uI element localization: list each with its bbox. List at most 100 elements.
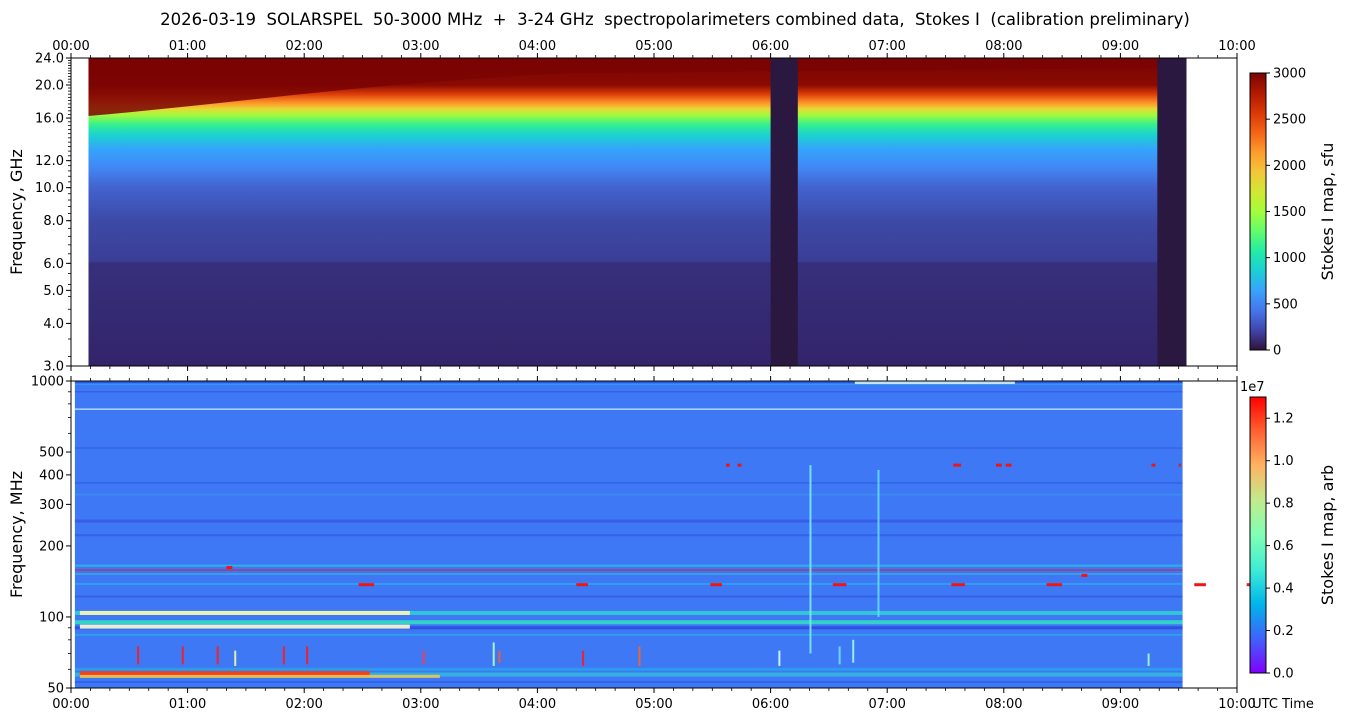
colorbar-sfu-label: Stokes I map, sfu (1318, 143, 1337, 281)
radio-burst (877, 469, 880, 617)
bright-band (79, 624, 410, 629)
x-tick-label-bottom: 01:00 (169, 697, 206, 712)
y-tick-label: 8.0 (43, 214, 64, 229)
radio-burst (181, 646, 184, 665)
colorbar-tick-label: 0.6 (1273, 539, 1294, 554)
colorbar-tick-label: 2500 (1273, 113, 1306, 128)
bright-band (79, 610, 410, 615)
rfi-streak (710, 583, 723, 587)
y-tick-label: 20.0 (35, 79, 64, 94)
colorbar-tick-label: 1500 (1273, 205, 1306, 220)
y-tick-label: 6.0 (43, 257, 64, 272)
emission-band (74, 573, 1183, 575)
decimetric-panel: 50 100 200 300 400 500 1000 Frequency, MHz 00:00… (7, 375, 1314, 713)
bright-band (79, 671, 370, 677)
x-tick-label-top: 07:00 (868, 39, 905, 54)
y-tick-label: 12.0 (35, 154, 64, 169)
rfi-streak (1005, 463, 1012, 467)
rfi-streak (1151, 463, 1156, 467)
y-tick-label: 5.0 (43, 284, 64, 299)
x-tick-label-top: 06:00 (752, 39, 789, 54)
emission-band (74, 408, 1183, 410)
rfi-streak (1081, 573, 1088, 577)
radio-burst (838, 646, 841, 665)
x-tick-label-bottom: 02:00 (285, 697, 322, 712)
microwave-burst-band (88, 58, 1187, 116)
radio-burst (137, 646, 140, 665)
colorbar-tick-label: 0.8 (1273, 497, 1294, 512)
y-tick-label: 100 (39, 610, 64, 625)
y-tick-label: 200 (39, 539, 64, 554)
x-tick-label-top: 03:00 (402, 39, 439, 54)
x-tick-label-bottom: 06:00 (752, 697, 789, 712)
emission-band (74, 610, 1183, 615)
rfi-streak (957, 463, 962, 467)
x-tick-label-top: 09:00 (1102, 39, 1139, 54)
x-tick-label-bottom: 03:00 (402, 697, 439, 712)
colorbar-tick-label: 1.0 (1273, 454, 1294, 469)
bright-band (79, 674, 440, 678)
rfi-streak (1178, 463, 1181, 467)
emission-band (74, 564, 1183, 567)
rfi-streak (832, 583, 847, 587)
x-axis-label: UTC Time (1252, 697, 1314, 712)
colorbar-multiplier: 1e7 (1240, 380, 1265, 395)
x-tick-label-bottom: 00:00 (52, 697, 89, 712)
emission-band (74, 493, 1183, 496)
colorbar-tick-label: 3000 (1273, 67, 1306, 82)
radio-burst (282, 646, 285, 665)
radio-burst (582, 650, 585, 666)
x-tick-label-top: 08:00 (985, 39, 1022, 54)
radio-burst (1147, 653, 1150, 666)
y-tick-label: 3.0 (43, 360, 64, 375)
emission-band (74, 626, 1183, 630)
y-tick-label: 10.0 (35, 181, 64, 196)
y-tick-label: 300 (39, 498, 64, 513)
emission-band (74, 447, 1183, 449)
colorbar-tick-label: 0 (1273, 344, 1281, 359)
rfi-streak (358, 583, 375, 587)
radio-burst (638, 646, 641, 666)
emission-band (74, 620, 1183, 625)
x-tick-label-bottom: 07:00 (868, 697, 905, 712)
emission-band (74, 681, 1183, 684)
y-tick-label: 16.0 (35, 112, 64, 127)
x-tick-label-top: 10:00 (1218, 39, 1255, 54)
x-tick-label-top: 02:00 (285, 39, 322, 54)
y-axis-label: Frequency, MHz (7, 471, 26, 598)
x-tick-label-bottom: 08:00 (985, 697, 1022, 712)
rfi-streak (1194, 583, 1206, 587)
emission-band (74, 667, 1183, 671)
radio-burst (216, 646, 219, 665)
radio-burst (778, 650, 781, 666)
x-tick-label-bottom: 05:00 (635, 697, 672, 712)
colorbar-tick-label: 500 (1273, 297, 1298, 312)
emission-band (74, 481, 1183, 484)
y-tick-label: 4.0 (43, 317, 64, 332)
radio-burst (422, 650, 425, 665)
x-tick-label-bottom: 09:00 (1102, 697, 1139, 712)
colorbar-tick-label: 1000 (1273, 251, 1306, 266)
rfi-streak (576, 583, 588, 587)
colorbar-tick-label: 0.0 (1273, 667, 1294, 682)
emission-band (74, 595, 1183, 598)
bright-band (854, 381, 1015, 385)
colorbar-tick-label: 0.2 (1273, 624, 1294, 639)
colorbar-arb-scale (1249, 396, 1267, 674)
x-tick-label-top: 01:00 (169, 39, 206, 54)
colorbar-tick-label: 1.2 (1273, 412, 1294, 427)
emission-band (74, 519, 1183, 523)
x-tick-label-bottom: 10:00 (1218, 697, 1255, 712)
y-tick-label: 1000 (31, 375, 64, 390)
emission-band (74, 383, 1183, 385)
rfi-streak (1046, 583, 1063, 587)
radio-burst (492, 642, 495, 666)
y-tick-label: 50 (47, 682, 64, 697)
x-tick-label-top: 04:00 (519, 39, 556, 54)
data-gap-1 (770, 58, 798, 366)
x-tick-label-top: 00:00 (52, 39, 89, 54)
y-axis-label: Frequency, GHz (7, 149, 26, 275)
emission-band (74, 534, 1183, 537)
colorbar-tick-label: 0.4 (1273, 582, 1294, 597)
